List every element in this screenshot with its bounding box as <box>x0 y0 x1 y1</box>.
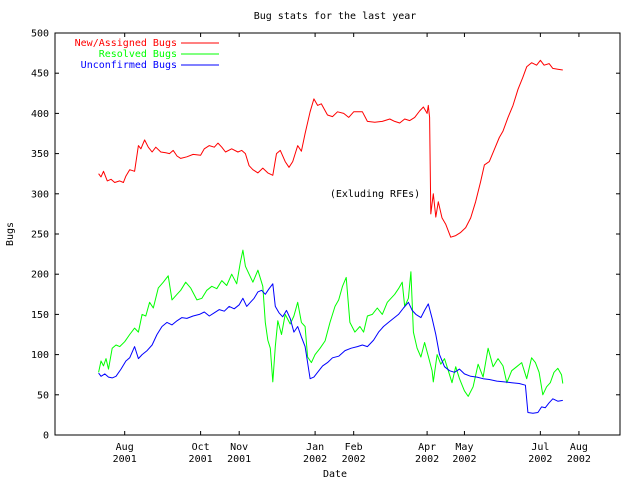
series-line-resolved-bugs <box>98 249 564 397</box>
x-tick-label-month: Apr <box>418 442 436 453</box>
y-tick-label: 0 <box>43 431 49 442</box>
x-tick-label-year: 2002 <box>528 454 552 465</box>
x-tick-label-year: 2002 <box>415 454 439 465</box>
y-tick-label: 350 <box>31 149 49 160</box>
y-tick-label: 100 <box>31 350 49 361</box>
x-tick-label-year: 2001 <box>189 454 213 465</box>
y-tick-label: 450 <box>31 69 49 80</box>
x-tick-label-month: Aug <box>570 442 588 453</box>
series-line-unconfirmed-bugs <box>98 283 563 414</box>
y-tick-label: 500 <box>31 29 49 40</box>
legend-label-unconfirmed-bugs: Unconfirmed Bugs <box>81 60 177 71</box>
y-tick-label: 150 <box>31 310 49 321</box>
y-tick-label: 300 <box>31 189 49 200</box>
series-group <box>98 59 564 414</box>
x-tick-label-year: 2002 <box>303 454 327 465</box>
chart-annotation: (Exluding RFEs) <box>330 189 420 200</box>
x-tick-label-month: May <box>455 442 473 453</box>
x-axis: Aug2001Oct2001Nov2001Jan2002Feb2002Apr20… <box>113 33 591 465</box>
x-axis-label: Date <box>323 469 347 480</box>
y-axis-label: Bugs <box>5 222 16 246</box>
legend-label-resolved-bugs: Resolved Bugs <box>99 49 177 60</box>
series-line-new-assigned-bugs <box>98 59 563 238</box>
legend-label-new-assigned-bugs: New/Assigned Bugs <box>75 38 177 49</box>
x-tick-label-year: 2002 <box>342 454 366 465</box>
x-tick-label-month: Aug <box>116 442 134 453</box>
x-tick-label-month: Oct <box>192 442 210 453</box>
x-tick-label-year: 2001 <box>113 454 137 465</box>
plot-frame <box>54 32 621 436</box>
y-axis: 0 50 100 150 200 250 300 350 400 450 500 <box>31 29 620 442</box>
y-tick-label: 200 <box>31 270 49 281</box>
x-tick-label-year: 2002 <box>567 454 591 465</box>
y-tick-label: 400 <box>31 109 49 120</box>
chart-title: Bug stats for the last year <box>254 11 417 22</box>
y-tick-label: 50 <box>37 390 49 401</box>
x-tick-label-month: Feb <box>345 442 363 453</box>
x-tick-label-month: Jan <box>306 442 324 453</box>
x-tick-label-month: Jul <box>531 442 549 453</box>
x-tick-label-year: 2001 <box>227 454 251 465</box>
y-tick-label: 250 <box>31 230 49 241</box>
x-tick-label-month: Nov <box>230 442 248 453</box>
x-tick-label-year: 2002 <box>452 454 476 465</box>
